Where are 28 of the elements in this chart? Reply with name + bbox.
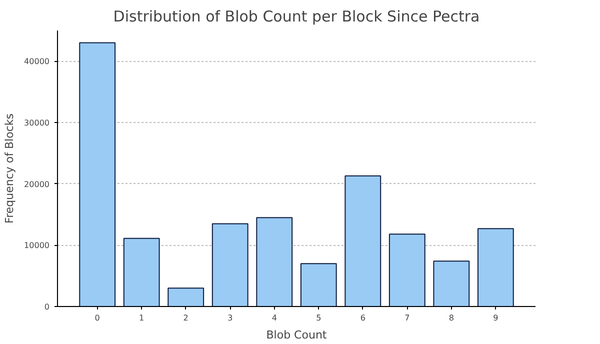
- x-tick-label: 2: [183, 314, 188, 322]
- x-tick-label: 8: [448, 314, 454, 322]
- bar: [256, 217, 293, 306]
- x-tick-label: 9: [493, 314, 498, 322]
- x-axis-title: Blob Count: [266, 328, 328, 342]
- bar: [388, 234, 426, 306]
- y-tick-label: 40000: [24, 57, 50, 66]
- x-tick-label: 4: [272, 314, 277, 322]
- x-tick-label: 5: [316, 314, 322, 322]
- bar: [212, 223, 248, 306]
- y-tick-label: 10000: [24, 241, 50, 250]
- x-tick-label: 3: [228, 314, 233, 322]
- y-tick-label: 20000: [24, 180, 50, 189]
- x-tick-label: 0: [94, 314, 100, 322]
- chart-title: Distribution of Blob Count per Block Since Pectra: [113, 8, 480, 26]
- bar: [300, 263, 337, 306]
- x-tick-label: 7: [404, 314, 410, 322]
- bar: [344, 175, 382, 306]
- bar: [168, 288, 204, 306]
- y-axis-title: Frequency of Blocks: [3, 113, 16, 224]
- y-tick-label: 30000: [24, 118, 50, 128]
- x-tick-label: 6: [360, 314, 366, 322]
- x-tick-label: 1: [139, 314, 144, 322]
- bar: [477, 228, 514, 306]
- bar: [123, 238, 160, 306]
- bar: [433, 260, 470, 306]
- y-tick-label: 0: [44, 302, 50, 312]
- bar: [79, 42, 116, 306]
